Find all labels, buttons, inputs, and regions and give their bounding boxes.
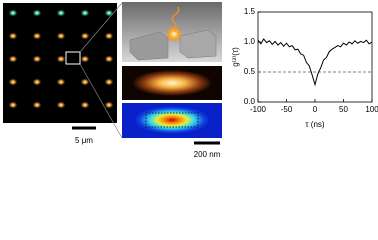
zoom-line <box>79 2 123 53</box>
x-tick-label: 50 <box>339 105 348 114</box>
emitter <box>56 9 66 17</box>
emitter <box>56 101 66 109</box>
highlight-box <box>65 51 81 65</box>
x-axis-label: τ (ns) <box>305 120 324 129</box>
y-tick-label: 0.0 <box>244 97 256 106</box>
emitter <box>104 9 114 17</box>
emitter <box>80 101 90 109</box>
emitter <box>8 101 18 109</box>
figure: 5 μm 200 nm τ (ns) g⁽²⁾(τ) -100 -50 0 50 100… <box>3 2 378 159</box>
emitter <box>104 32 114 40</box>
simulation-intensity <box>134 106 210 134</box>
emitter <box>8 32 18 40</box>
emitter <box>104 55 114 63</box>
emitter <box>80 78 90 86</box>
x-tick-label: 100 <box>365 105 378 114</box>
emitter <box>80 55 90 63</box>
scale-label: 5 μm <box>75 136 93 145</box>
x-tick-label: -50 <box>281 105 293 114</box>
emitter <box>32 101 42 109</box>
plot-frame <box>257 11 373 103</box>
emitter <box>8 78 18 86</box>
emitter <box>80 32 90 40</box>
y-tick-label: 0.5 <box>244 67 256 76</box>
emitter <box>104 78 114 86</box>
emitter <box>32 55 42 63</box>
x-tick-label: -100 <box>250 105 267 114</box>
emitter <box>56 78 66 86</box>
zoom-line <box>79 63 123 139</box>
emitter <box>8 9 18 17</box>
pillar <box>179 29 217 59</box>
emitter <box>56 32 66 40</box>
y-axis-label: g⁽²⁾(τ) <box>231 47 240 67</box>
emitter <box>56 55 66 63</box>
emitter <box>104 101 114 109</box>
photon-path <box>171 6 180 33</box>
y-tick-label: 1.5 <box>244 7 256 16</box>
emitter <box>80 9 90 17</box>
y-tick-label: 1.0 <box>244 37 256 46</box>
field-intensity <box>132 70 212 96</box>
x-tick-label: 0 <box>313 105 318 114</box>
emitter <box>32 9 42 17</box>
scale-label: 200 nm <box>194 150 221 159</box>
data-line <box>257 38 373 87</box>
emitter-glow <box>165 25 183 43</box>
emitter <box>32 78 42 86</box>
emitter <box>32 32 42 40</box>
pillar <box>129 31 169 61</box>
emitter <box>8 55 18 63</box>
